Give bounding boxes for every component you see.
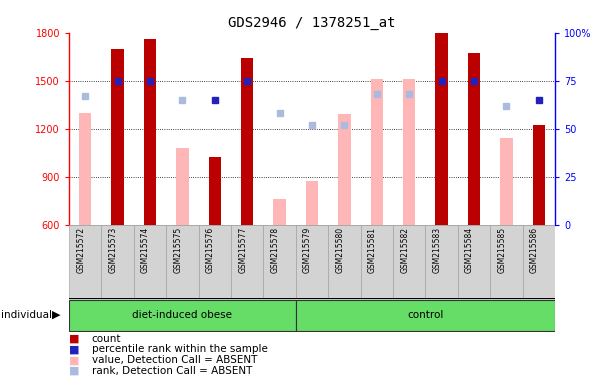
Bar xyxy=(468,53,480,225)
Bar xyxy=(69,300,296,331)
Text: ■: ■ xyxy=(69,366,79,376)
Bar xyxy=(263,225,296,298)
Bar xyxy=(274,199,286,225)
Bar xyxy=(176,148,188,225)
Title: GDS2946 / 1378251_at: GDS2946 / 1378251_at xyxy=(228,16,396,30)
Text: GSM215582: GSM215582 xyxy=(400,227,409,273)
Text: GSM215583: GSM215583 xyxy=(433,227,442,273)
Bar xyxy=(101,225,134,298)
Text: ▶: ▶ xyxy=(52,310,60,320)
Text: percentile rank within the sample: percentile rank within the sample xyxy=(92,344,268,354)
Bar xyxy=(241,58,253,225)
Bar xyxy=(328,225,361,298)
Text: GSM215576: GSM215576 xyxy=(206,227,215,273)
Text: GSM215584: GSM215584 xyxy=(465,227,474,273)
Bar xyxy=(425,225,458,298)
Text: ■: ■ xyxy=(69,344,79,354)
Text: GSM215579: GSM215579 xyxy=(303,227,312,273)
Text: individual: individual xyxy=(1,310,52,320)
Bar xyxy=(166,225,199,298)
Text: GSM215577: GSM215577 xyxy=(238,227,247,273)
Bar xyxy=(371,79,383,225)
Bar xyxy=(199,225,231,298)
Bar xyxy=(134,225,166,298)
Text: GSM215580: GSM215580 xyxy=(335,227,344,273)
Bar xyxy=(533,126,545,225)
Bar xyxy=(144,39,156,225)
Text: diet-induced obese: diet-induced obese xyxy=(133,310,232,320)
Text: value, Detection Call = ABSENT: value, Detection Call = ABSENT xyxy=(92,355,257,365)
Text: GSM215572: GSM215572 xyxy=(76,227,85,273)
Bar xyxy=(458,225,490,298)
Text: GSM215573: GSM215573 xyxy=(109,227,118,273)
Bar xyxy=(112,49,124,225)
Text: GSM215581: GSM215581 xyxy=(368,227,377,273)
Bar xyxy=(306,182,318,225)
Bar xyxy=(296,300,555,331)
Text: ■: ■ xyxy=(69,355,79,365)
Bar xyxy=(79,113,91,225)
Bar xyxy=(523,225,555,298)
Bar xyxy=(296,225,328,298)
Text: GSM215586: GSM215586 xyxy=(530,227,539,273)
Bar xyxy=(231,225,263,298)
Text: rank, Detection Call = ABSENT: rank, Detection Call = ABSENT xyxy=(92,366,252,376)
Text: GSM215585: GSM215585 xyxy=(497,227,506,273)
Bar xyxy=(338,114,350,225)
Bar xyxy=(403,79,415,225)
Bar xyxy=(393,225,425,298)
Text: control: control xyxy=(407,310,443,320)
Bar xyxy=(490,225,523,298)
Bar xyxy=(69,225,101,298)
Bar xyxy=(361,225,393,298)
Bar xyxy=(500,138,512,225)
Text: ■: ■ xyxy=(69,334,79,344)
Text: GSM215575: GSM215575 xyxy=(173,227,182,273)
Text: GSM215578: GSM215578 xyxy=(271,227,280,273)
Text: GSM215574: GSM215574 xyxy=(141,227,150,273)
Bar xyxy=(436,33,448,225)
Bar xyxy=(209,157,221,225)
Text: count: count xyxy=(92,334,121,344)
